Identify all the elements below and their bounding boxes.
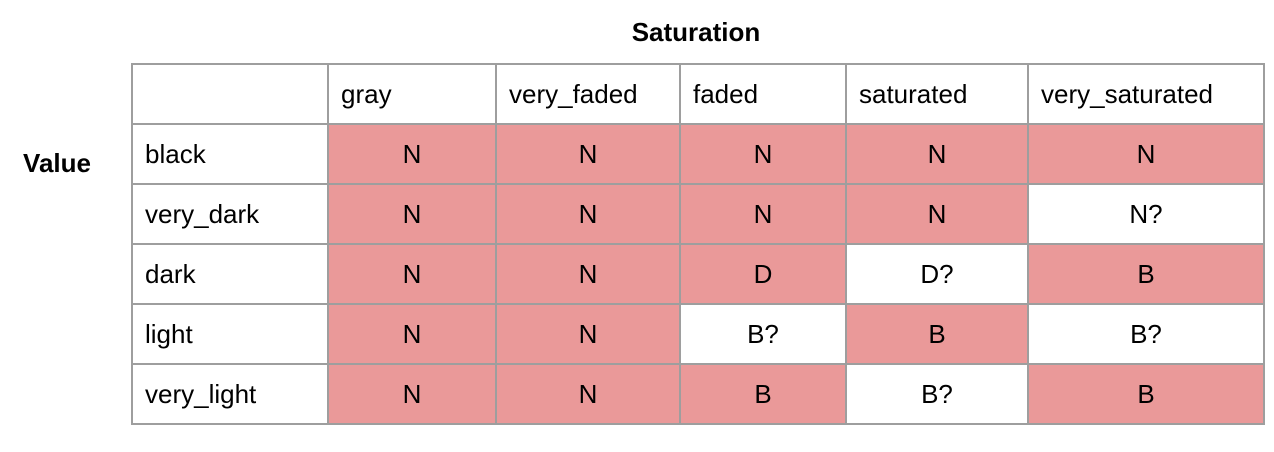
- table-row: dark N N D D? B: [131, 243, 1265, 305]
- table-row: black N N N N N: [131, 123, 1265, 185]
- table-cell: B: [1027, 363, 1265, 425]
- corner-header-cell: [131, 63, 329, 125]
- table-cell: N: [327, 243, 497, 305]
- table-cell: N: [495, 123, 681, 185]
- table-row: light N N B? B B?: [131, 303, 1265, 365]
- table-cell: N: [327, 363, 497, 425]
- table-cell: N: [495, 303, 681, 365]
- row-header-very_dark: very_dark: [131, 183, 329, 245]
- table-cell: N: [845, 183, 1029, 245]
- table-cell: N?: [1027, 183, 1265, 245]
- table-cell: N: [845, 123, 1029, 185]
- table-cell: D?: [845, 243, 1029, 305]
- table-cell: N: [327, 183, 497, 245]
- table-row: very_dark N N N N N?: [131, 183, 1265, 245]
- table-cell: N: [679, 183, 847, 245]
- column-header-very_faded: very_faded: [495, 63, 681, 125]
- row-header-dark: dark: [131, 243, 329, 305]
- row-header-very_light: very_light: [131, 363, 329, 425]
- row-axis-title: Value: [23, 148, 91, 178]
- table-cell: B?: [845, 363, 1029, 425]
- column-header-saturated: saturated: [845, 63, 1029, 125]
- table-cell: N: [495, 183, 681, 245]
- column-header-very_saturated: very_saturated: [1027, 63, 1265, 125]
- table-cell: N: [495, 243, 681, 305]
- table-cell: B: [1027, 243, 1265, 305]
- table-cell: N: [327, 123, 497, 185]
- table-cell: N: [1027, 123, 1265, 185]
- saturation-value-table: gray very_faded faded saturated very_saturat…: [131, 63, 1265, 425]
- column-header-gray: gray: [327, 63, 497, 125]
- header-row: gray very_faded faded saturated very_saturat…: [131, 63, 1265, 125]
- column-header-faded: faded: [679, 63, 847, 125]
- row-header-light: light: [131, 303, 329, 365]
- table-cell: B: [845, 303, 1029, 365]
- table-row: very_light N N B B? B: [131, 363, 1265, 425]
- table-cell: D: [679, 243, 847, 305]
- table-cell: B?: [679, 303, 847, 365]
- table-cell: N: [495, 363, 681, 425]
- column-axis-title: Saturation: [631, 17, 761, 47]
- table-cell: N: [679, 123, 847, 185]
- table-cell: B: [679, 363, 847, 425]
- row-header-black: black: [131, 123, 329, 185]
- table-cell: B?: [1027, 303, 1265, 365]
- table-cell: N: [327, 303, 497, 365]
